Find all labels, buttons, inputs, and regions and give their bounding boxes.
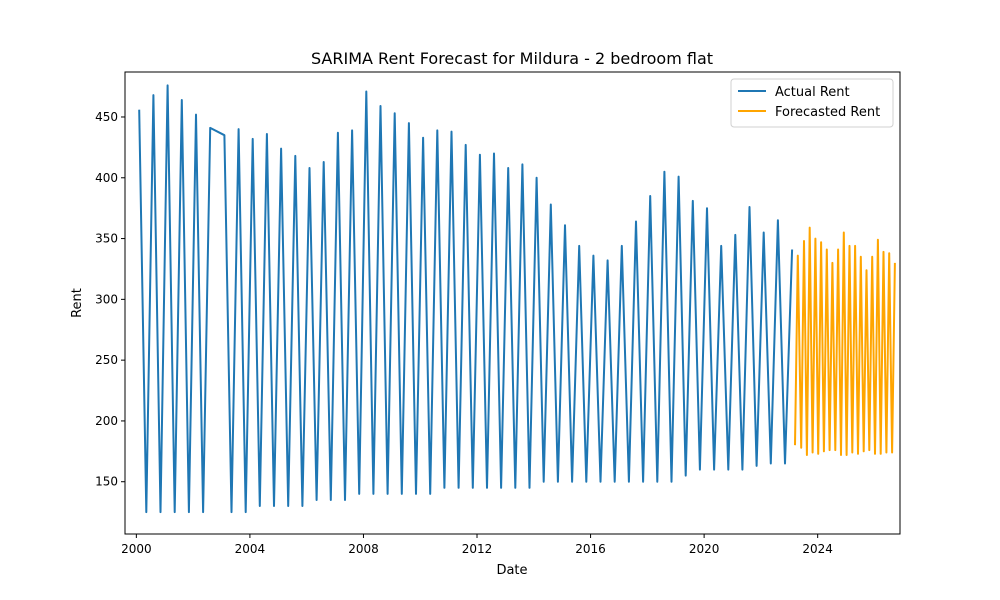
- y-tick-label: 400: [95, 171, 118, 185]
- series-line-actual-rent: [138, 84, 794, 514]
- chart-title: SARIMA Rent Forecast for Mildura - 2 bed…: [311, 49, 713, 68]
- legend-label-forecasted-rent: Forecasted Rent: [775, 105, 880, 120]
- x-tick-label: 2000: [121, 542, 152, 556]
- x-tick-label: 2004: [235, 542, 266, 556]
- series-line-forecasted-rent: [794, 226, 896, 456]
- y-tick-label: 150: [95, 475, 118, 489]
- legend-label-actual-rent: Actual Rent: [775, 85, 850, 100]
- plot-lines: [138, 84, 896, 514]
- x-tick-label: 2008: [348, 542, 379, 556]
- x-axis-label: Date: [496, 563, 527, 578]
- y-tick-label: 350: [95, 232, 118, 246]
- x-tick-label: 2020: [689, 542, 720, 556]
- y-axis-label: Rent: [70, 288, 85, 318]
- legend-box: [730, 78, 894, 128]
- x-tick-label: 2016: [575, 542, 606, 556]
- y-axis: 150 200 250 300 350 400 450: [95, 110, 125, 489]
- y-tick-label: 200: [95, 414, 118, 428]
- x-tick-label: 2024: [802, 542, 833, 556]
- legend: Actual Rent Forecasted Rent: [730, 78, 894, 128]
- y-tick-label: 250: [95, 353, 118, 367]
- x-tick-label: 2012: [462, 542, 493, 556]
- x-axis: 2000 2004 2008 2012 2016 2020 2024: [121, 534, 833, 556]
- plot-frame: [124, 71, 901, 535]
- y-tick-label: 450: [95, 110, 118, 124]
- y-tick-label: 300: [95, 292, 118, 306]
